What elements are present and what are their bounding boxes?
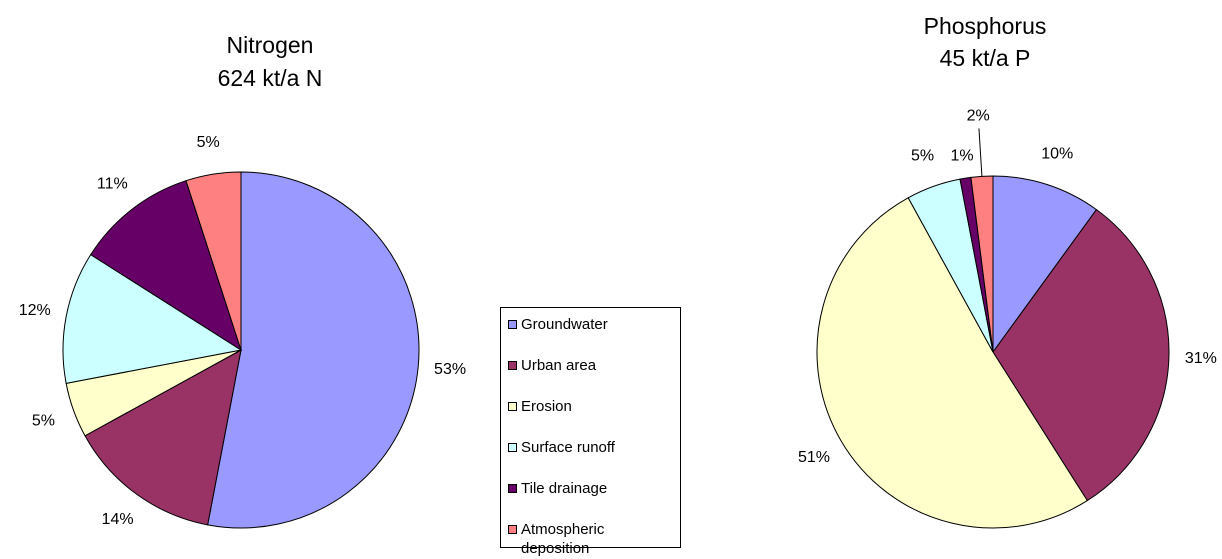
chart-title: Nitrogen xyxy=(227,32,314,58)
pie-slice xyxy=(62,253,243,384)
pie-slice xyxy=(90,180,242,352)
pie-slice xyxy=(816,197,1089,529)
pie-slice xyxy=(84,349,242,526)
data-label: 31% xyxy=(1185,350,1217,367)
legend-swatch xyxy=(508,443,517,452)
chart-subtitle: 45 kt/a P xyxy=(940,45,1031,71)
legend-item: Groundwater xyxy=(508,315,678,334)
legend-swatch xyxy=(508,525,517,534)
legend-label: Groundwater xyxy=(521,316,608,333)
pie-slice xyxy=(185,171,242,351)
legend-item: Urban area xyxy=(508,356,678,375)
chart-title: Phosphorus xyxy=(924,13,1047,39)
pie-slice xyxy=(207,171,420,529)
pie-slice xyxy=(992,208,1170,502)
pie-slice xyxy=(992,175,1098,354)
legend-label: Surface runoff xyxy=(521,439,615,456)
data-label: 5% xyxy=(911,148,934,165)
legend-item: Atmospheric deposition xyxy=(508,520,678,558)
legend-swatch xyxy=(508,402,517,411)
data-label: 5% xyxy=(197,134,220,151)
legend-label: Tile drainage xyxy=(521,480,608,497)
data-label: 1% xyxy=(950,148,973,165)
legend-swatch xyxy=(508,484,517,493)
legend-label: Atmospheric deposition xyxy=(521,521,605,557)
legend-label: Erosion xyxy=(521,398,572,415)
data-label: 51% xyxy=(798,449,830,466)
data-label: 11% xyxy=(97,175,128,192)
data-label: 2% xyxy=(967,108,990,125)
legend-item: Tile drainage xyxy=(508,479,678,498)
legend-swatch xyxy=(508,320,517,329)
data-label: 53% xyxy=(434,361,466,378)
data-label: 5% xyxy=(32,412,55,429)
legend-swatch xyxy=(508,361,517,370)
pie-slice xyxy=(970,175,994,353)
pie-chart: Phosphorus 45 kt/a P 10% 31% 51% 5% 1% 2% xyxy=(798,13,1217,529)
pie-chart: Nitrogen 624 kt/a N 53% 14% 5% 12% 11% 5% xyxy=(19,32,466,529)
data-label: 10% xyxy=(1041,145,1073,162)
legend: Groundwater Urban area Erosion Surface runo… xyxy=(500,307,681,557)
legend-label: Urban area xyxy=(521,357,597,374)
legend-item: Surface runoff xyxy=(508,438,678,457)
data-label: 12% xyxy=(19,302,51,319)
legend-item: Erosion xyxy=(508,397,678,416)
leader-line xyxy=(978,128,983,177)
chart-subtitle: 624 kt/a N xyxy=(218,65,323,91)
data-label: 14% xyxy=(102,511,134,528)
